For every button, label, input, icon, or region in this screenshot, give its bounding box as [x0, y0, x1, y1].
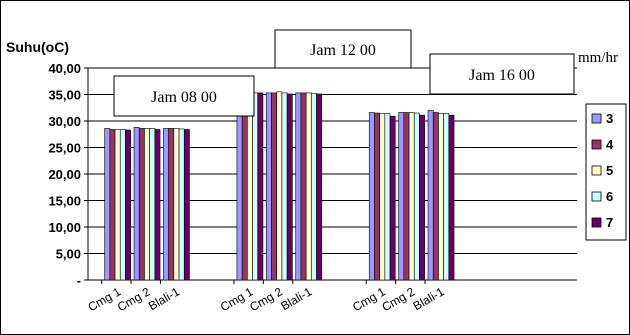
bar-series-3 [163, 128, 169, 281]
annotation-label: Jam 12 00 [310, 42, 376, 59]
legend-swatch-4 [591, 139, 602, 150]
legend-label-5: 5 [606, 163, 613, 178]
bar-series-7 [448, 114, 455, 281]
bar-series-6 [311, 93, 317, 281]
bar-series-5 [408, 112, 415, 281]
annotation-box [429, 53, 575, 95]
legend: 3 4 5 6 7 [585, 103, 627, 241]
y-tick-labels: - 5,00 10,00 15,00 20,00 25,00 30,00 35,00 40,00 [48, 61, 81, 288]
bar-series-7 [257, 92, 264, 281]
time-annotations: Jam 08 00 Jam 12 00 Jam 16 00 [113, 29, 575, 117]
bar-series-6 [119, 129, 126, 281]
y-tick-label: 25,00 [48, 141, 81, 156]
bar-series-6 [413, 112, 420, 281]
legend-swatch-5 [591, 165, 602, 176]
y-tick-label: 10,00 [48, 220, 81, 235]
bar-series-7 [125, 129, 131, 281]
bar-series-4 [300, 92, 307, 281]
bar-series-7 [183, 129, 190, 281]
bar-series-5 [305, 92, 312, 281]
y-tick-label: 20,00 [48, 167, 81, 182]
bar-series-3 [133, 127, 140, 281]
bar-series-4 [374, 112, 380, 281]
bar-series-3 [104, 128, 111, 281]
y-tick-label: 40,00 [48, 61, 81, 76]
bar-series-3 [368, 112, 375, 281]
bar-series-3 [266, 92, 272, 281]
bar-series-3 [427, 110, 434, 281]
y-tick-label: 30,00 [48, 114, 81, 129]
annotation-label: Jam 16 00 [469, 67, 535, 84]
y-axis-label: Suhu(oC) [6, 39, 69, 55]
bar-series-3 [398, 112, 405, 281]
bar-series-3 [295, 92, 302, 281]
bar-series-4 [168, 128, 175, 281]
unit-label: mm/hr [578, 50, 618, 66]
y-tick-label: 5,00 [56, 247, 81, 262]
annotation-label: Jam 08 00 [151, 89, 217, 106]
bar-series-5 [276, 91, 283, 281]
legend-label-7: 7 [606, 215, 613, 230]
bar-series-5 [379, 113, 386, 281]
legend-label-4: 4 [606, 137, 614, 152]
bar-series-5 [438, 113, 444, 281]
bar-series-4 [138, 128, 145, 281]
legend-label-3: 3 [606, 111, 613, 126]
bar-series-6 [149, 128, 156, 281]
bar-series-7 [316, 93, 323, 281]
legend-label-6: 6 [606, 189, 613, 204]
bar-series-3 [236, 92, 243, 281]
bar-series-6 [443, 113, 450, 281]
bar-series-4 [432, 112, 439, 281]
y-tick-label: 35,00 [48, 88, 81, 103]
bar-series-5 [247, 92, 253, 281]
legend-swatch-6 [591, 191, 602, 202]
bar-series-6 [252, 92, 259, 281]
annotation-box [113, 75, 255, 117]
bar-series-6 [384, 113, 391, 281]
y-tick-label: 15,00 [48, 194, 81, 209]
bar-series-7 [419, 114, 425, 281]
bar-series-5 [144, 128, 150, 281]
legend-swatch-7 [591, 217, 602, 228]
y-tick-label: - [77, 273, 81, 288]
bar-series-7 [286, 93, 293, 281]
legend-swatch-3 [591, 113, 602, 124]
bar-series-5 [173, 128, 180, 281]
annotation-box [274, 29, 412, 69]
bar-series-4 [271, 92, 278, 281]
bar-series-4 [109, 129, 116, 281]
bar-series-4 [403, 112, 410, 281]
bar-series-5 [114, 129, 121, 281]
bar-series-6 [281, 92, 288, 281]
bar-series-7 [389, 115, 396, 281]
bar-series [104, 91, 455, 281]
bar-series-6 [178, 128, 185, 281]
bar-series-4 [241, 92, 248, 281]
bar-series-7 [154, 129, 161, 281]
